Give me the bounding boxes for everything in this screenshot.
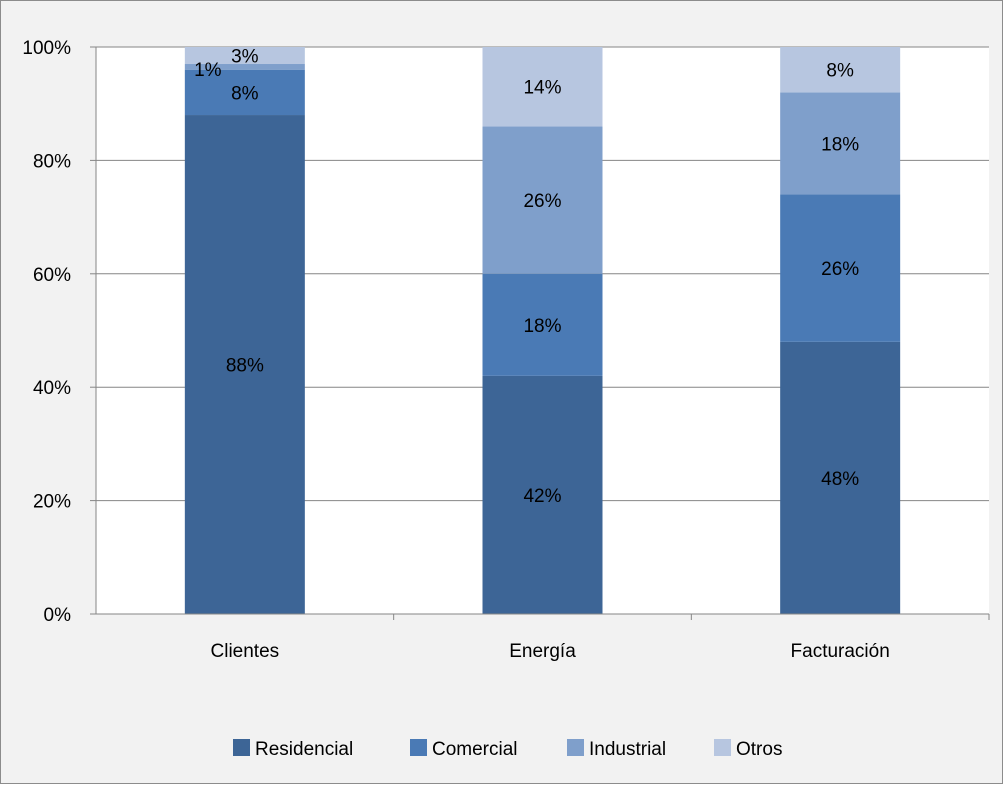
bar-segment-residencial (184, 115, 305, 614)
y-tick-label: 80% (33, 151, 71, 172)
y-tick-label: 40% (33, 378, 71, 399)
y-tick-label: 100% (22, 38, 71, 59)
bar-segment-comercial (780, 194, 901, 342)
data-label: 18% (523, 316, 561, 337)
data-label: 48% (821, 469, 859, 490)
data-label: 8% (231, 83, 259, 104)
axes: 0% 20% 40% 60% 80% 100% Clientes Energía Factura… (22, 38, 990, 662)
bar-segment-industrial (780, 92, 901, 195)
x-tick-label: Clientes (211, 641, 280, 662)
bar-segment-industrial (482, 126, 603, 274)
legend-label: Otros (736, 739, 782, 760)
bar-segment-otros (780, 47, 901, 93)
data-label: 1% (194, 60, 222, 81)
legend-swatch-industrial (567, 739, 584, 756)
bar-segment-residencial (780, 341, 901, 614)
bar-segment-otros (482, 47, 603, 127)
bars: 88% 8% 1% 3% 42% 18% 26% 14% 48% 26% 18% 8% (184, 47, 901, 614)
x-tick-label: Facturación (791, 641, 890, 662)
x-tick-label: Energía (509, 641, 576, 662)
legend-label: Industrial (589, 739, 666, 760)
legend-swatch-comercial (410, 739, 427, 756)
bar-segment-industrial (184, 64, 305, 70)
data-label: 26% (523, 191, 561, 212)
data-label: 88% (226, 356, 264, 377)
data-label: 8% (826, 61, 854, 82)
bar-segment-residencial (482, 375, 603, 614)
bar-segment-otros (184, 47, 305, 65)
y-tick-label: 0% (44, 605, 72, 626)
data-label: 42% (523, 486, 561, 507)
legend-label: Comercial (432, 739, 518, 760)
data-label: 26% (821, 259, 859, 280)
data-label: 3% (231, 47, 259, 68)
legend: Residencial Comercial Industrial Otros (233, 739, 782, 760)
y-tick-label: 20% (33, 492, 71, 513)
y-tick-label: 60% (33, 265, 71, 286)
data-label: 14% (523, 78, 561, 99)
bar-segment-comercial (482, 273, 603, 376)
bar-segment-comercial (184, 69, 305, 116)
legend-swatch-otros (714, 739, 731, 756)
legend-label: Residencial (255, 739, 353, 760)
data-label: 18% (821, 134, 859, 155)
legend-swatch-residencial (233, 739, 250, 756)
